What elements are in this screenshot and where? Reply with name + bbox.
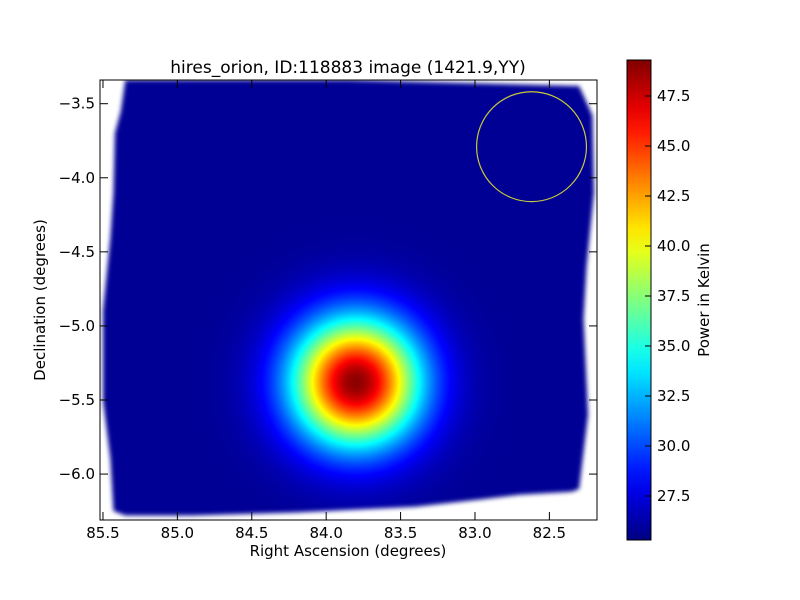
beam-circle: [475, 91, 588, 203]
x-tick-label: 84.0: [309, 524, 342, 542]
x-axis-label: Right Ascension (degrees): [250, 542, 447, 560]
colorbar-tick-label: 42.5: [657, 187, 690, 205]
y-tick-label: −4.0: [59, 169, 95, 187]
x-tick-label: 84.5: [235, 524, 268, 542]
colorbar-label: Power in Kelvin: [695, 243, 713, 357]
x-tick-label: 85.5: [86, 524, 119, 542]
colorbar-tick-label: 35.0: [657, 337, 690, 355]
x-tick-label: 83.0: [458, 524, 491, 542]
colorbar-tick-label: 45.0: [657, 137, 690, 155]
x-tick-label: 83.5: [384, 524, 417, 542]
colorbar-tick-label: 27.5: [657, 487, 690, 505]
heatmap-image: [100, 80, 597, 520]
colorbar: [626, 59, 652, 541]
colorbar-ticks: 27.5 30.0 32.5 35.0 37.5 40.0 42.5 45.0 47.5: [645, 87, 690, 505]
y-tick-label: −5.5: [59, 391, 95, 409]
colorbar-tick-label: 40.0: [657, 237, 690, 255]
colorbar-tick-label: 32.5: [657, 387, 690, 405]
colorbar-tick-label: 37.5: [657, 287, 690, 305]
colorbar-tick-label: 30.0: [657, 437, 690, 455]
y-tick-label: −4.5: [59, 243, 95, 261]
axis-ticks: [100, 80, 597, 520]
y-tick-label: −3.5: [59, 95, 95, 113]
y-tick-labels: −3.5 −4.0 −4.5 −5.0 −5.5 −6.0: [59, 95, 95, 483]
x-tick-label: 82.5: [533, 524, 566, 542]
chart-title: hires_orion, ID:118883 image (1421.9,YY): [170, 58, 525, 78]
y-axis-label: Declination (degrees): [31, 219, 49, 381]
y-tick-label: −6.0: [59, 465, 95, 483]
x-tick-labels: 85.5 85.0 84.5 84.0 83.5 83.0 82.5: [86, 524, 566, 542]
y-tick-label: −5.0: [59, 317, 95, 335]
colorbar-tick-label: 47.5: [657, 87, 690, 105]
plot-frame: [99, 79, 598, 521]
x-tick-label: 85.0: [161, 524, 194, 542]
